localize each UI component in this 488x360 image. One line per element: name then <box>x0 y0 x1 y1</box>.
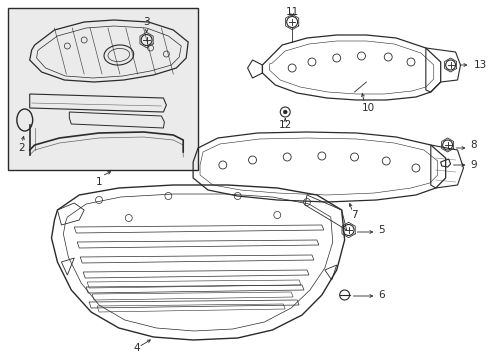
Text: 8: 8 <box>469 140 476 150</box>
Circle shape <box>283 110 286 114</box>
Text: 11: 11 <box>285 7 298 17</box>
Text: 3: 3 <box>143 17 150 27</box>
FancyBboxPatch shape <box>8 8 198 170</box>
Text: 4: 4 <box>133 343 140 353</box>
Text: 9: 9 <box>469 160 476 170</box>
Text: 5: 5 <box>378 225 384 235</box>
Text: 1: 1 <box>96 177 102 187</box>
Text: 7: 7 <box>350 210 357 220</box>
Text: 2: 2 <box>19 143 25 153</box>
Text: 10: 10 <box>361 103 374 113</box>
Text: 12: 12 <box>278 120 291 130</box>
Text: 6: 6 <box>378 290 384 300</box>
Text: 13: 13 <box>472 60 486 70</box>
